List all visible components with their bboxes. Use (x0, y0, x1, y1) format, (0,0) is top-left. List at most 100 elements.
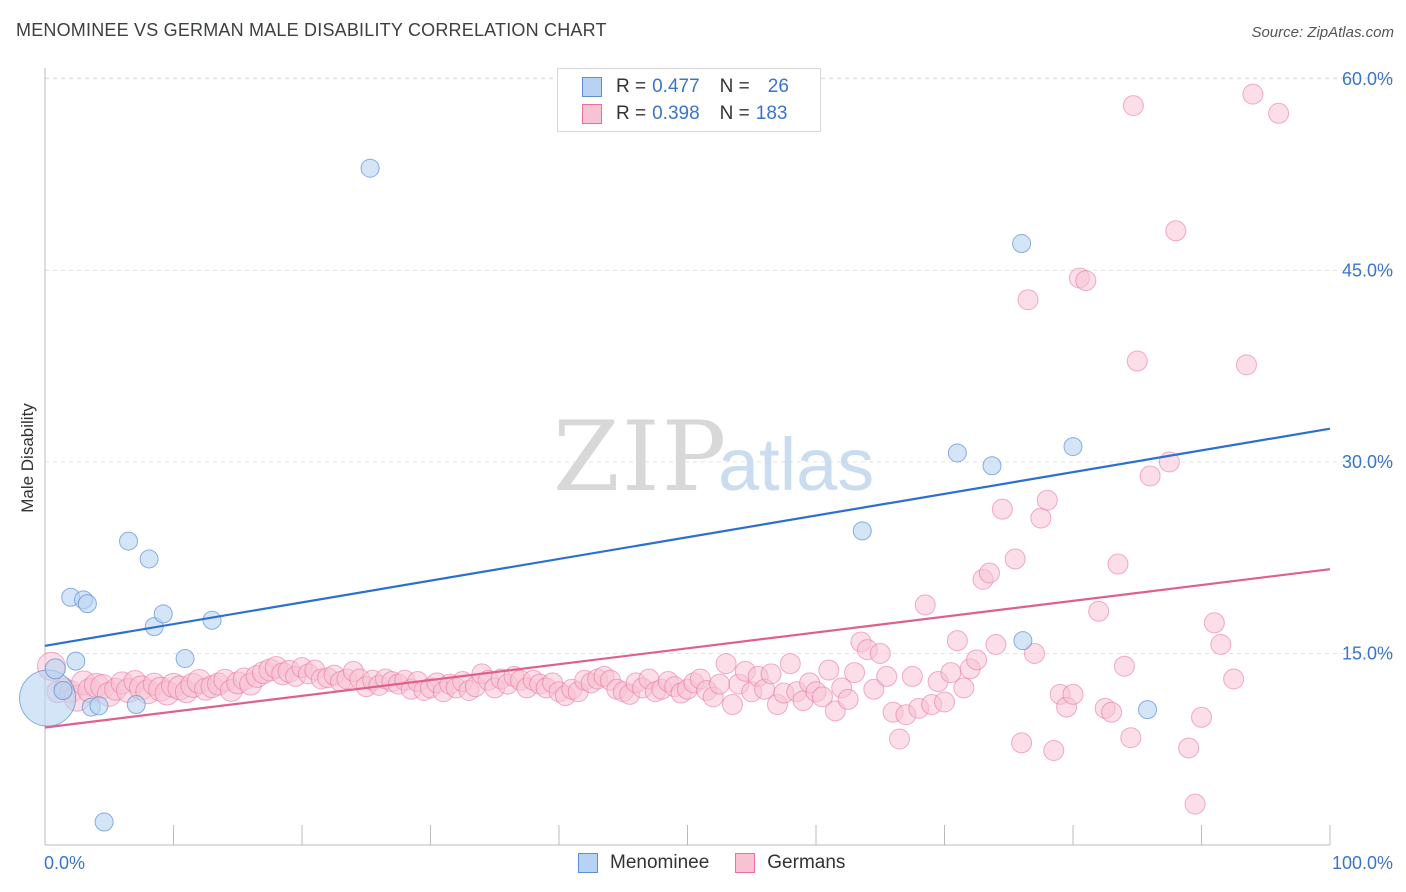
germans-point (914, 594, 936, 616)
germans-point (1088, 600, 1110, 622)
germans-point (1036, 489, 1058, 511)
germans-point (1101, 701, 1123, 723)
germans-point (1113, 655, 1135, 677)
legend-r-label: R = (616, 103, 647, 124)
gridlines (45, 77, 1394, 654)
germans-point (760, 663, 782, 685)
germans-point (1120, 727, 1142, 749)
germans-point (1126, 350, 1148, 372)
germans-point (709, 673, 731, 695)
germans-point (934, 691, 955, 713)
germans-point (837, 688, 859, 710)
menominee-legend-label: Menominee (610, 852, 710, 873)
germans-legend-swatch (735, 853, 756, 873)
axes (44, 68, 1331, 846)
watermark-atlas: atlas (718, 423, 874, 506)
germans-point (1165, 220, 1187, 242)
germans-point (818, 659, 840, 681)
germans-point (876, 665, 898, 687)
germans-point (985, 634, 1007, 656)
germans-swatch (582, 104, 602, 124)
correlation-legend: R = 0.477 N = 26 R = 0.398 N = 183 (557, 68, 821, 132)
y-tick-label: 15.0% (1342, 643, 1393, 663)
germans-point (1191, 706, 1212, 728)
menominee-point (175, 649, 195, 669)
germans-point (1011, 732, 1033, 754)
source-credit: Source: ZipAtlas.com (1251, 24, 1394, 41)
germans-point (779, 653, 801, 675)
menominee-trend-line (44, 427, 1331, 647)
germans-point (1223, 668, 1245, 690)
legend-n-label: N = (719, 76, 750, 97)
germans-point (1122, 95, 1144, 117)
y-tick-label: 60.0% (1342, 69, 1393, 89)
germans-point (844, 662, 866, 684)
trend-lines (44, 427, 1331, 729)
series-legend: Menominee Germans (578, 852, 871, 874)
legend-r-value: 0.477 (652, 76, 700, 97)
germans-point (901, 665, 923, 687)
germans-point (1242, 83, 1264, 105)
menominee-point (53, 680, 73, 700)
germans-point (1178, 737, 1200, 759)
germans-point (1107, 553, 1129, 575)
menominee-point (77, 594, 97, 614)
legend-n-value: 183 (755, 103, 788, 124)
menominee-point (126, 695, 146, 715)
menominee-point (360, 158, 380, 178)
germans-trend-line (44, 568, 1331, 729)
germans-point (1062, 683, 1084, 705)
germans-point (946, 630, 968, 652)
legend-item-germans[interactable]: Germans (735, 852, 845, 874)
germans-point (1030, 507, 1052, 529)
menominee-point (66, 651, 86, 671)
germans-point (889, 728, 911, 750)
legend-r-label: R = (616, 76, 647, 97)
legend-n-label: N = (719, 103, 750, 124)
y-tick-label: 45.0% (1342, 260, 1393, 280)
germans-point (863, 678, 885, 700)
germans-point (1139, 465, 1161, 487)
germans-point (1017, 289, 1039, 311)
y-tick-label: 30.0% (1342, 452, 1393, 472)
menominee-point (852, 521, 872, 541)
germans-point (1184, 793, 1206, 815)
menominee-swatch (582, 77, 602, 97)
menominee-point (202, 610, 222, 630)
germans-point (1023, 642, 1045, 664)
legend-n-value: 26 (767, 76, 789, 97)
germans-point (978, 562, 1000, 584)
menominee-point (139, 549, 159, 569)
menominee-point (44, 658, 66, 680)
germans-point (721, 694, 743, 716)
menominee-point (1063, 437, 1083, 457)
germans-point (715, 653, 737, 675)
germans-point (1203, 612, 1225, 634)
menominee-point (153, 604, 173, 624)
menominee-point (1138, 700, 1158, 720)
germans-point (991, 498, 1013, 520)
germans-point (966, 649, 988, 671)
menominee-point (89, 696, 109, 716)
menominee-point (947, 443, 967, 463)
germans-legend-label: Germans (767, 852, 846, 873)
legend-row-germans: R = 0.398 N = 183 (582, 102, 787, 126)
germans-point (1268, 102, 1290, 124)
watermark: ZIP atlas (553, 401, 874, 513)
menominee-point (982, 456, 1002, 476)
menominee-legend-swatch (578, 853, 598, 873)
germans-point (811, 686, 833, 708)
legend-r-value: 0.398 (652, 103, 700, 124)
menominee-point (1012, 234, 1032, 254)
y-axis-label: Male Disability (18, 403, 37, 513)
germans-point (953, 677, 975, 699)
germans-point (1043, 740, 1065, 762)
germans-point (869, 642, 891, 664)
legend-item-menominee[interactable]: Menominee (578, 852, 709, 874)
watermark-zip: ZIP (553, 401, 728, 513)
germans-point (1210, 634, 1232, 656)
tick-labels: 15.0% 30.0% 45.0% 60.0% 0.0% 100.0% (44, 69, 1393, 873)
germans-point (1004, 548, 1026, 570)
x-tick-label: 0.0% (44, 853, 85, 873)
